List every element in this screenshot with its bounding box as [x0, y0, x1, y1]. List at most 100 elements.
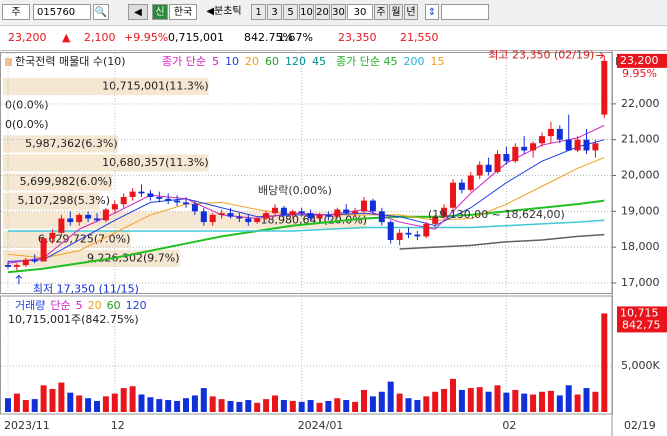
legend-entry: 20	[245, 55, 259, 68]
period-button[interactable]: 20	[315, 4, 330, 20]
period-button[interactable]: 1	[251, 4, 266, 20]
candle-body	[147, 193, 154, 197]
volume-bar	[432, 391, 439, 412]
profile-bar	[3, 192, 100, 210]
volume-bar	[165, 400, 172, 412]
low: 21,550	[400, 31, 439, 44]
y-tick-label: 18,000	[621, 240, 660, 253]
volume-legend: 5	[76, 299, 83, 312]
volume-bar	[485, 391, 492, 412]
sound-button[interactable]: ◀	[128, 4, 148, 20]
volume-bar	[307, 400, 314, 412]
volume-bar	[174, 400, 181, 412]
y-tick-label: 20,000	[621, 169, 660, 182]
candle-body	[512, 146, 519, 162]
volume-bar	[396, 393, 403, 412]
volume-bar	[476, 387, 483, 412]
period-button[interactable]: 30	[331, 4, 346, 20]
candle-body	[369, 200, 376, 212]
volume-bar	[583, 388, 590, 412]
volume-bar	[254, 402, 261, 412]
volume-bar	[236, 401, 243, 412]
x-tick-label: 12	[111, 419, 125, 432]
v-tick-label: 5,000K	[621, 359, 660, 372]
legend-icon	[5, 58, 12, 66]
code-input[interactable]: 015760	[33, 4, 91, 20]
candle-body	[174, 200, 181, 203]
volume-bar	[512, 389, 519, 412]
candle-body	[120, 197, 127, 205]
candle-body	[307, 213, 314, 219]
volume-bar	[22, 400, 29, 412]
candle-body	[40, 238, 47, 262]
volume-legend: 단순	[50, 299, 70, 312]
candle-body	[76, 214, 83, 223]
unit-button[interactable]: 년	[404, 4, 418, 20]
volume-bar	[5, 398, 11, 412]
candle-body	[165, 198, 172, 201]
volume-panel	[0, 295, 613, 415]
toolbar: 주 015760 🔍 ◀ 신 한국 ◀분초틱 1 3 5 10 20 30 30…	[0, 0, 667, 26]
x-tick-label: 2023/11	[4, 419, 50, 432]
volume-bar	[191, 395, 198, 412]
high-arrow	[596, 52, 605, 59]
dividend-label: 배당락(0.00%)	[258, 184, 332, 197]
candle-body	[13, 265, 20, 267]
unit-button[interactable]: 월	[389, 4, 403, 20]
volume-bar	[352, 401, 359, 412]
last-price: 23,200	[620, 54, 659, 67]
volume-bar	[272, 395, 278, 412]
y-tick-label: 19,000	[621, 204, 660, 217]
legend-entry: 종가 단순 45	[336, 55, 397, 68]
candle-body	[5, 265, 11, 267]
volume-bar	[423, 396, 430, 412]
candle-body	[254, 218, 261, 223]
volume-legend: 20	[88, 299, 102, 312]
turnover: 1.67%	[278, 31, 313, 44]
x-tick-label: 2024/01	[298, 419, 344, 432]
profile-label: 18,980,641(20.0%)	[260, 213, 367, 226]
legend-entry: 120	[285, 55, 306, 68]
volume-bar	[334, 398, 341, 412]
quote-bar: 23,200 ▲ 2,100 +9.95% 0,715,001 842.75% …	[0, 26, 667, 51]
candle-body	[521, 146, 528, 151]
candle-body	[343, 209, 350, 214]
candle-body	[547, 128, 554, 137]
candle-body	[289, 211, 296, 215]
volume-bar	[467, 388, 474, 412]
candle-body	[22, 259, 29, 266]
volume-bar	[147, 397, 154, 412]
legend-entry: 45	[312, 55, 326, 68]
volume-bar	[218, 399, 225, 412]
volume-bar	[138, 394, 145, 412]
volume-bar	[441, 388, 448, 412]
scroll-button[interactable]: ⇕	[425, 4, 439, 20]
low-label: 최저 17,350 (11/15)	[33, 282, 139, 295]
ma-line	[399, 233, 605, 250]
last-date: 02/19	[624, 419, 656, 432]
period-select[interactable]: 30	[347, 4, 373, 20]
unit-button[interactable]: 주	[374, 4, 388, 20]
market-select[interactable]: 주	[2, 4, 30, 20]
y-tick-label: 17,000	[621, 276, 660, 289]
blank-input[interactable]	[441, 4, 489, 20]
y-tick-label: 21,000	[621, 133, 660, 146]
candle-body	[263, 213, 270, 219]
candle-body	[85, 214, 92, 219]
volume-bar	[565, 385, 572, 412]
volume-bar	[227, 400, 234, 412]
candle-body	[405, 232, 412, 235]
arrow: ▲	[62, 31, 71, 44]
period-button[interactable]: 3	[267, 4, 282, 20]
legend-entry: 5	[212, 55, 219, 68]
search-button[interactable]: 🔍	[93, 4, 109, 20]
candle-body	[592, 143, 599, 151]
candle-body	[272, 207, 278, 214]
volume-bar	[67, 392, 74, 412]
period-button[interactable]: 10	[299, 4, 314, 20]
period-button[interactable]: 5	[283, 4, 298, 20]
volume-bar	[601, 313, 608, 412]
candle-body	[503, 154, 510, 162]
candle-body	[467, 175, 474, 190]
